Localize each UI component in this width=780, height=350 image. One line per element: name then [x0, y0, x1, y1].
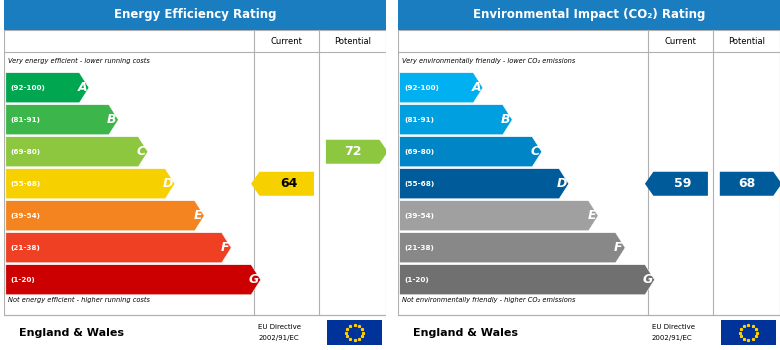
Text: 2002/91/EC: 2002/91/EC: [258, 335, 299, 341]
Text: G: G: [643, 273, 653, 286]
Polygon shape: [5, 233, 231, 263]
Text: E: E: [193, 209, 202, 222]
Text: Potential: Potential: [334, 37, 371, 46]
Text: 72: 72: [344, 145, 361, 158]
Polygon shape: [399, 169, 569, 199]
Text: England & Wales: England & Wales: [413, 328, 518, 337]
Text: B: B: [501, 113, 510, 126]
Polygon shape: [645, 172, 708, 196]
Text: C: C: [530, 145, 540, 158]
Text: (92-100): (92-100): [404, 85, 439, 91]
Text: (55-68): (55-68): [10, 181, 41, 187]
Text: (92-100): (92-100): [10, 85, 45, 91]
Polygon shape: [399, 265, 654, 295]
Text: EU Directive: EU Directive: [652, 324, 695, 330]
Bar: [398, 0, 780, 30]
Text: F: F: [220, 241, 229, 254]
Text: EU Directive: EU Directive: [258, 324, 301, 330]
Bar: [4, 30, 386, 315]
Text: Very environmentally friendly - lower CO₂ emissions: Very environmentally friendly - lower CO…: [402, 58, 575, 64]
Text: (81-91): (81-91): [404, 117, 434, 123]
Text: Energy Efficiency Rating: Energy Efficiency Rating: [114, 8, 276, 21]
Text: (1-20): (1-20): [10, 277, 35, 283]
Text: (1-20): (1-20): [404, 277, 429, 283]
Text: 2002/91/EC: 2002/91/EC: [652, 335, 693, 341]
Text: G: G: [249, 273, 259, 286]
Polygon shape: [5, 73, 89, 103]
Polygon shape: [399, 201, 598, 231]
Text: 68: 68: [738, 177, 755, 190]
Text: (55-68): (55-68): [404, 181, 434, 187]
Text: D: D: [163, 177, 173, 190]
Text: Not energy efficient - higher running costs: Not energy efficient - higher running co…: [8, 297, 150, 303]
Polygon shape: [399, 233, 625, 263]
Text: Very energy efficient - lower running costs: Very energy efficient - lower running co…: [8, 58, 150, 64]
Polygon shape: [399, 137, 542, 167]
Bar: [398, 30, 780, 315]
Polygon shape: [720, 172, 780, 196]
Text: (21-38): (21-38): [404, 245, 434, 251]
Polygon shape: [251, 172, 314, 196]
Polygon shape: [326, 140, 388, 164]
Bar: [721, 320, 776, 345]
Polygon shape: [5, 137, 148, 167]
Text: A: A: [77, 81, 87, 94]
Polygon shape: [5, 201, 204, 231]
Polygon shape: [5, 169, 175, 199]
Bar: [327, 320, 382, 345]
Text: (39-54): (39-54): [10, 213, 41, 219]
Polygon shape: [399, 105, 512, 135]
Text: (21-38): (21-38): [10, 245, 41, 251]
Text: Current: Current: [665, 37, 697, 46]
Polygon shape: [5, 105, 119, 135]
Text: E: E: [587, 209, 596, 222]
Text: Environmental Impact (CO₂) Rating: Environmental Impact (CO₂) Rating: [473, 8, 705, 21]
Bar: [4, 0, 386, 30]
Polygon shape: [399, 73, 483, 103]
Text: A: A: [471, 81, 481, 94]
Text: (39-54): (39-54): [404, 213, 434, 219]
Text: Potential: Potential: [728, 37, 765, 46]
Text: F: F: [614, 241, 622, 254]
Text: (81-91): (81-91): [10, 117, 41, 123]
Text: (69-80): (69-80): [404, 149, 434, 155]
Text: (69-80): (69-80): [10, 149, 41, 155]
Text: C: C: [136, 145, 146, 158]
Polygon shape: [5, 265, 261, 295]
Text: England & Wales: England & Wales: [20, 328, 124, 337]
Text: B: B: [107, 113, 116, 126]
Text: 59: 59: [675, 177, 692, 190]
Text: Not environmentally friendly - higher CO₂ emissions: Not environmentally friendly - higher CO…: [402, 297, 575, 303]
Text: D: D: [557, 177, 567, 190]
Text: 64: 64: [281, 177, 298, 190]
Text: Current: Current: [271, 37, 303, 46]
